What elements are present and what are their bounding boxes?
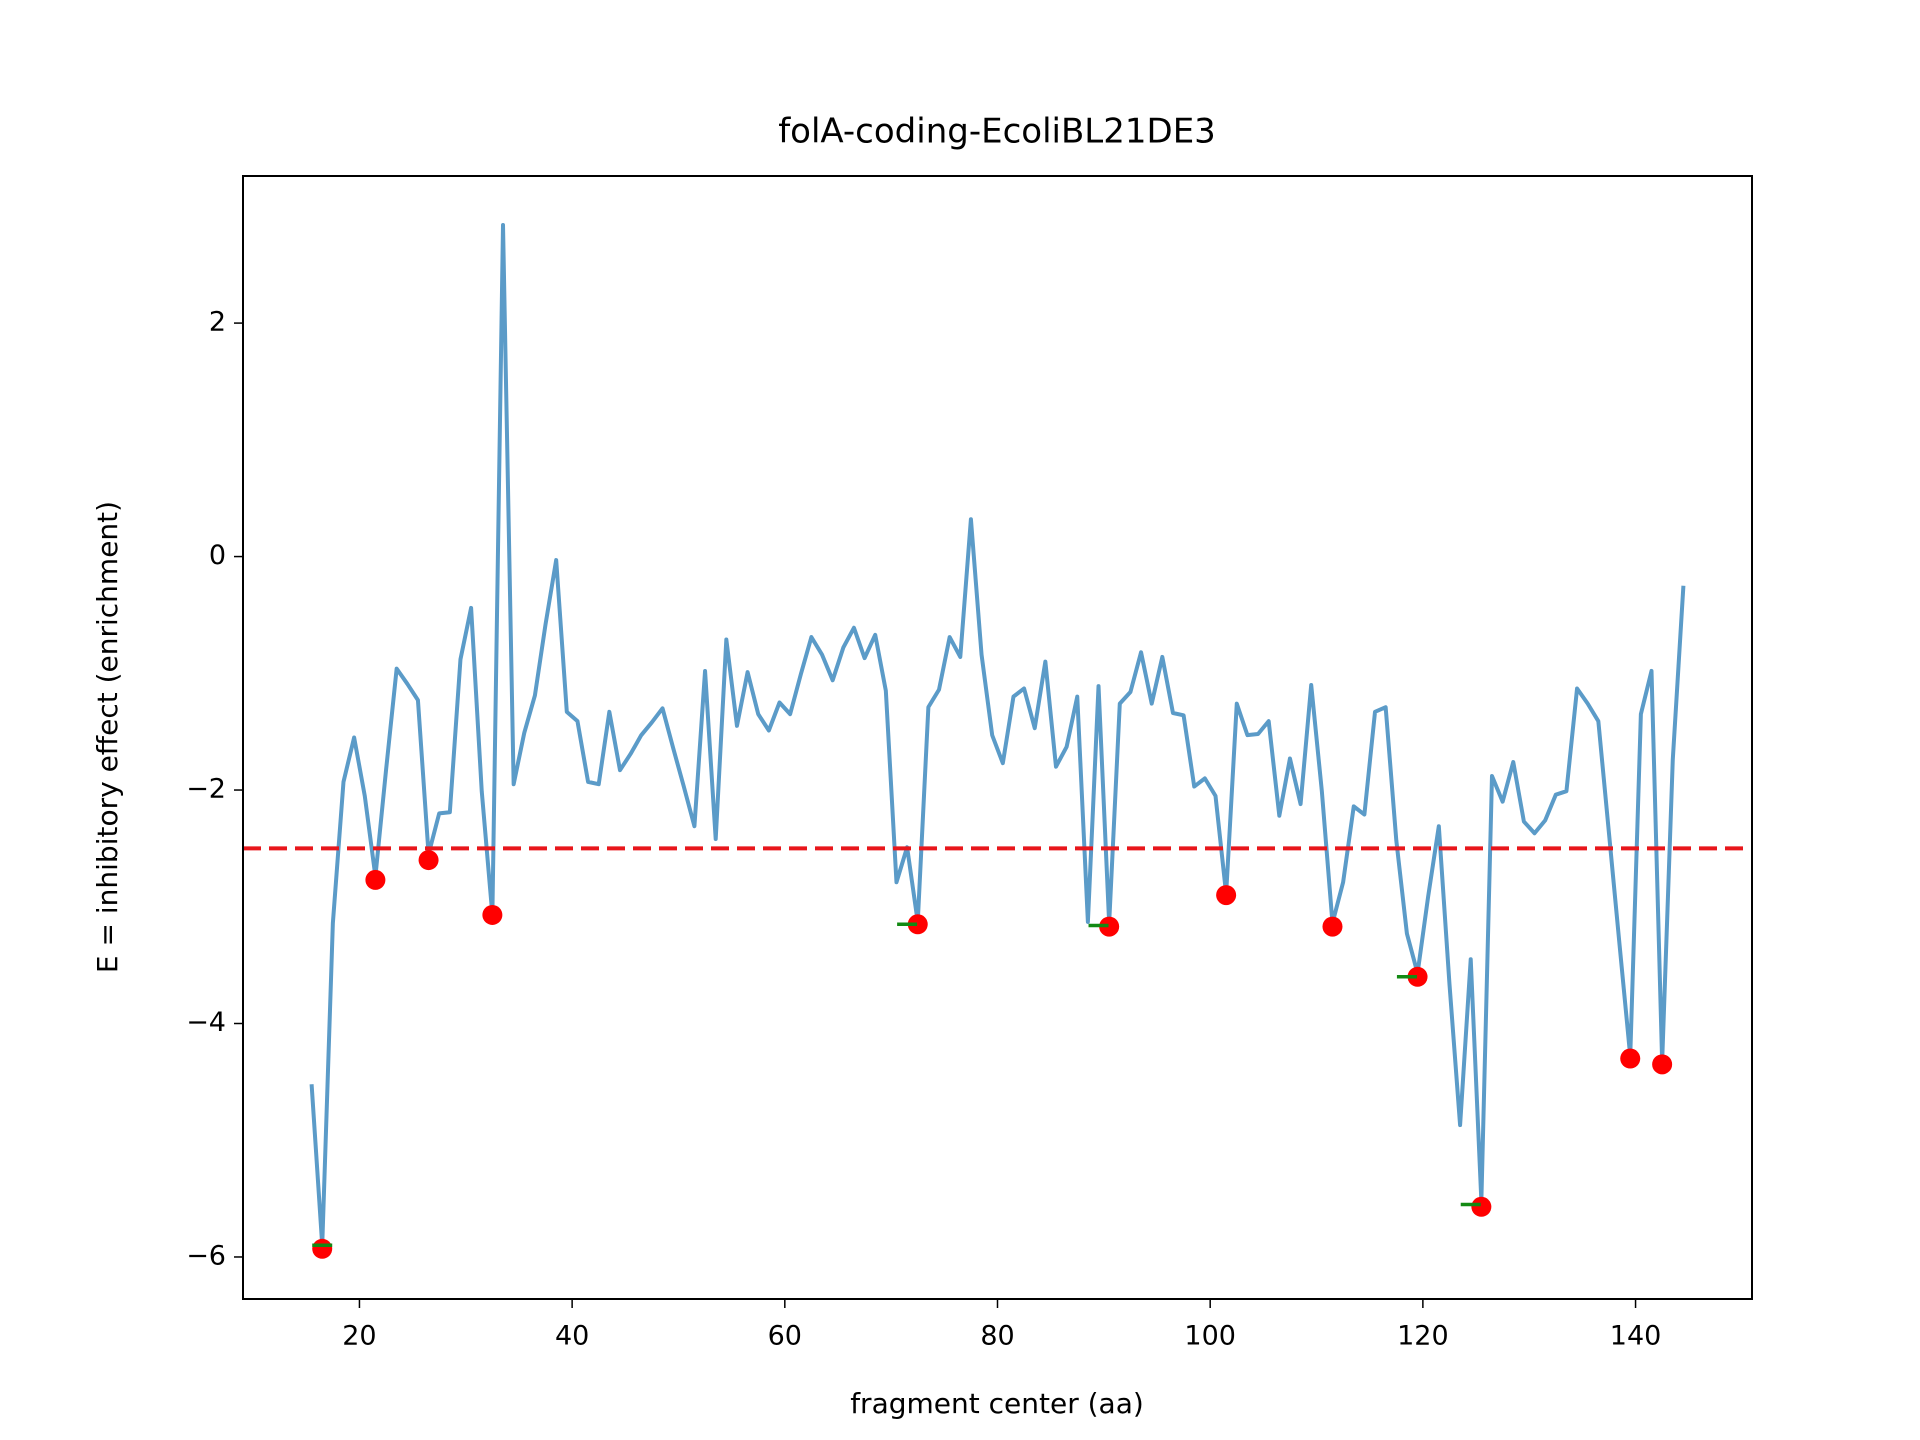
- point: [1471, 1196, 1492, 1217]
- x-tick-label: 140: [1610, 1321, 1662, 1352]
- y-tick-label: −2: [186, 774, 226, 805]
- y-tick-label: −4: [186, 1007, 226, 1038]
- x-tick-label: 20: [342, 1321, 376, 1352]
- point: [365, 869, 386, 890]
- point: [1216, 885, 1237, 906]
- x-axis-label: fragment center (aa): [850, 1387, 1144, 1420]
- x-tick-label: 80: [980, 1321, 1014, 1352]
- point: [1652, 1054, 1673, 1075]
- y-axis-label: E = inhibitory effect (enrichment): [91, 501, 124, 973]
- point: [418, 850, 439, 871]
- point: [312, 1238, 333, 1259]
- point: [1407, 966, 1428, 987]
- y-tick-label: 2: [209, 307, 226, 338]
- chart-title: folA-coding-EcoliBL21DE3: [778, 112, 1216, 152]
- point: [1620, 1048, 1641, 1069]
- plot-frame: [242, 175, 1753, 1300]
- x-tick-label: 120: [1397, 1321, 1449, 1352]
- point: [907, 914, 928, 935]
- x-tick-label: 40: [555, 1321, 589, 1352]
- point: [1322, 916, 1343, 937]
- data-line: [309, 223, 1686, 1248]
- point: [482, 904, 503, 925]
- y-tick-label: 0: [209, 540, 226, 571]
- point: [1099, 916, 1120, 937]
- y-tick-label: −6: [186, 1240, 226, 1271]
- x-tick-label: 60: [768, 1321, 802, 1352]
- x-tick-label: 100: [1184, 1321, 1236, 1352]
